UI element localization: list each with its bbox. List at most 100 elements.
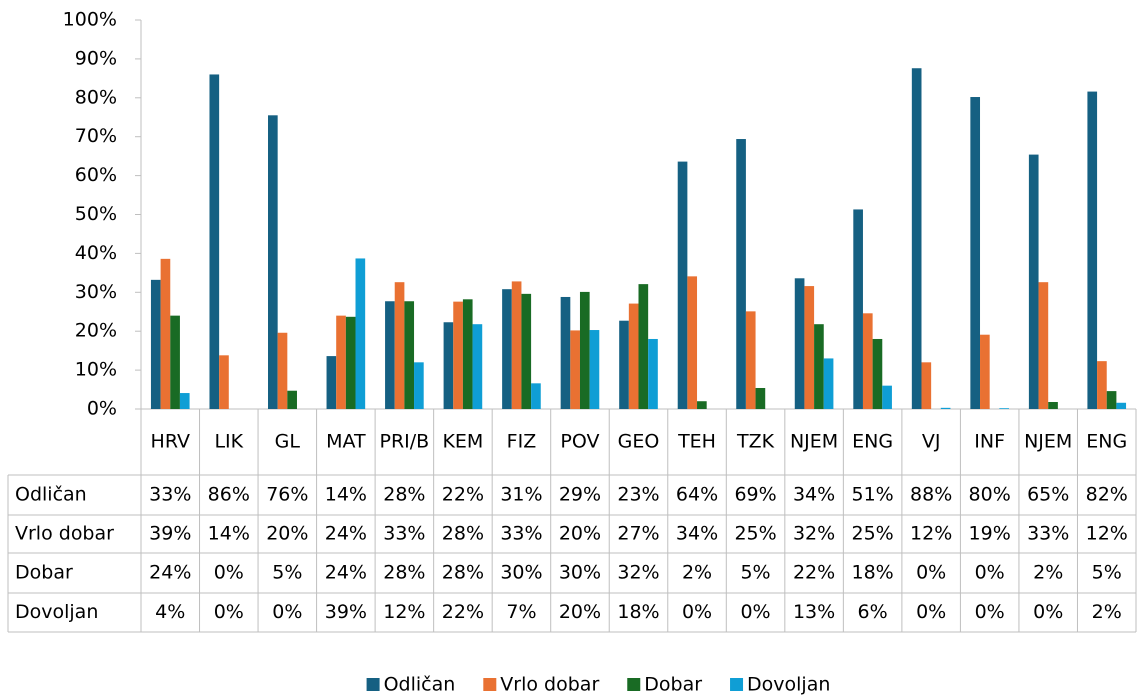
value-label: 7% <box>506 601 536 623</box>
bar <box>345 316 356 409</box>
bar <box>794 278 805 409</box>
value-label: 2% <box>1092 601 1122 623</box>
bar <box>531 383 541 409</box>
x-tick-label: NJEM <box>1024 431 1072 453</box>
x-tick-label: MAT <box>326 431 366 453</box>
value-label: 25% <box>734 523 776 545</box>
value-label: 0% <box>272 601 302 623</box>
x-tick-label: GL <box>275 431 301 453</box>
legend-swatch <box>366 678 380 691</box>
value-label: 22% <box>442 601 484 623</box>
value-label: 80% <box>969 484 1011 506</box>
value-label: 29% <box>559 484 601 506</box>
bar <box>638 284 649 409</box>
bar <box>736 139 746 409</box>
bar <box>814 324 824 409</box>
value-label: 32% <box>793 523 835 545</box>
bar <box>677 161 688 409</box>
legend-label: Vrlo dobar <box>500 674 599 696</box>
bar <box>872 338 883 409</box>
value-label: 24% <box>325 562 367 584</box>
value-label: 19% <box>969 523 1011 545</box>
bar <box>1087 91 1098 410</box>
legend-label: Dobar <box>644 674 702 696</box>
value-label: 20% <box>266 523 308 545</box>
row-header: Dobar <box>15 562 73 584</box>
y-tick-label: 90% <box>75 47 117 69</box>
bar <box>268 115 278 410</box>
value-label: 27% <box>617 523 659 545</box>
bar <box>160 258 171 409</box>
bar <box>355 258 366 409</box>
bar <box>999 408 1009 409</box>
bar <box>336 315 346 409</box>
value-label: 23% <box>617 484 659 506</box>
value-label: 28% <box>442 562 484 584</box>
bar <box>628 303 639 409</box>
bar <box>589 330 600 409</box>
value-label: 0% <box>740 601 770 623</box>
x-tick-label: LIK <box>214 431 243 453</box>
value-label: 12% <box>383 601 425 623</box>
bar <box>579 291 590 409</box>
bar <box>443 322 454 409</box>
bar <box>511 281 522 409</box>
value-label: 82% <box>1086 484 1128 506</box>
value-label: 20% <box>559 523 601 545</box>
value-label: 30% <box>559 562 601 584</box>
value-label: 0% <box>214 562 244 584</box>
bar <box>179 393 190 409</box>
value-label: 65% <box>1027 484 1069 506</box>
bar <box>940 407 951 409</box>
bar <box>921 362 932 409</box>
x-tick-label: TEH <box>677 431 716 453</box>
value-label: 33% <box>383 523 425 545</box>
y-tick-label: 80% <box>75 86 117 108</box>
value-label: 32% <box>617 562 659 584</box>
bar <box>862 313 873 409</box>
value-label: 0% <box>682 601 712 623</box>
bar <box>1028 154 1039 409</box>
bar <box>453 301 463 409</box>
x-tick-label: TZK <box>736 431 775 453</box>
bar <box>648 338 658 409</box>
y-tick-label: 30% <box>75 281 117 303</box>
value-label: 34% <box>676 523 718 545</box>
legend-swatch <box>627 678 641 691</box>
value-label: 69% <box>734 484 776 506</box>
x-tick-label: POV <box>560 431 599 453</box>
value-label: 5% <box>1092 562 1122 584</box>
value-label: 39% <box>149 523 191 545</box>
bar <box>414 362 424 409</box>
bar <box>404 301 415 409</box>
value-label: 0% <box>975 601 1005 623</box>
legend-label: Dovoljan <box>747 674 830 696</box>
x-tick-label: NJEM <box>790 431 838 453</box>
bar <box>911 68 922 410</box>
value-label: 51% <box>852 484 894 506</box>
bar <box>472 324 483 409</box>
y-tick-label: 70% <box>75 125 117 147</box>
legend-swatch <box>730 678 744 691</box>
bar <box>462 299 473 409</box>
value-label: 33% <box>149 484 191 506</box>
value-label: 14% <box>208 523 250 545</box>
value-label: 2% <box>1033 562 1063 584</box>
value-label: 20% <box>559 601 601 623</box>
bar <box>980 334 990 409</box>
bar <box>1106 391 1117 409</box>
value-label: 5% <box>272 562 302 584</box>
row-header: Odličan <box>15 484 87 506</box>
value-label: 76% <box>266 484 308 506</box>
x-tick-label: ENG <box>1086 431 1127 453</box>
value-label: 28% <box>383 484 425 506</box>
bar <box>697 401 707 409</box>
value-label: 12% <box>1086 523 1128 545</box>
value-label: 14% <box>325 484 367 506</box>
y-tick-label: 0% <box>87 398 117 420</box>
legend-swatch <box>483 678 497 691</box>
value-label: 4% <box>155 601 185 623</box>
value-label: 28% <box>442 523 484 545</box>
value-label: 39% <box>325 601 367 623</box>
